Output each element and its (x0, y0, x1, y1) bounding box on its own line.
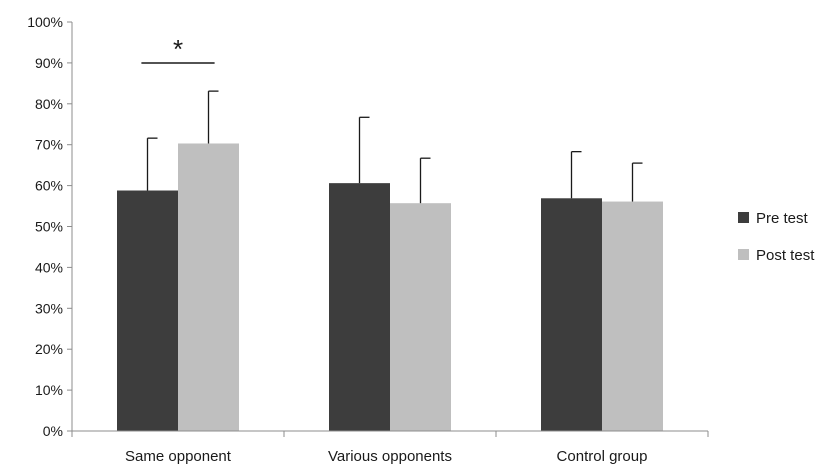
error-bars (146, 90, 643, 204)
bars (117, 143, 663, 431)
y-tick-label: 70% (35, 137, 63, 153)
bar-post-test (390, 203, 451, 431)
bar-pre-test (117, 190, 178, 431)
y-tick-label: 60% (35, 178, 63, 194)
bar-post-test (178, 143, 239, 431)
y-tick-label: 0% (43, 423, 63, 439)
y-tick-label: 30% (35, 300, 63, 316)
y-tick-label: 80% (35, 96, 63, 112)
legend-label-post-test: Post test (756, 247, 815, 264)
x-category-label: Control group (557, 448, 648, 465)
y-tick-label: 10% (35, 382, 63, 398)
legend-swatch-pre-test (738, 212, 749, 223)
significance-annotation: * (141, 34, 215, 64)
legend-label-pre-test: Pre test (756, 210, 809, 227)
x-axis: Same opponent Various opponents Control gr… (71, 430, 709, 465)
bar-pre-test (541, 198, 602, 431)
y-tick-label: 100% (27, 14, 63, 30)
significance-star: * (173, 34, 183, 64)
y-tick-label: 40% (35, 259, 63, 275)
bar-post-test (602, 201, 663, 431)
x-category-label: Various opponents (328, 448, 452, 465)
y-tick-label: 50% (35, 219, 63, 235)
legend-swatch-post-test (738, 249, 749, 260)
x-category-label: Same opponent (125, 448, 232, 465)
legend: Pre test Post test (738, 210, 815, 264)
legend-item-post-test: Post test (738, 247, 815, 264)
y-tick-label: 90% (35, 55, 63, 71)
y-axis: 0% 10% 20% 30% 40% 50% 60% 70% 80% 90% 100% (27, 14, 73, 439)
y-tick-label: 20% (35, 341, 63, 357)
bar-pre-test (329, 183, 390, 431)
legend-item-pre-test: Pre test (738, 210, 809, 227)
